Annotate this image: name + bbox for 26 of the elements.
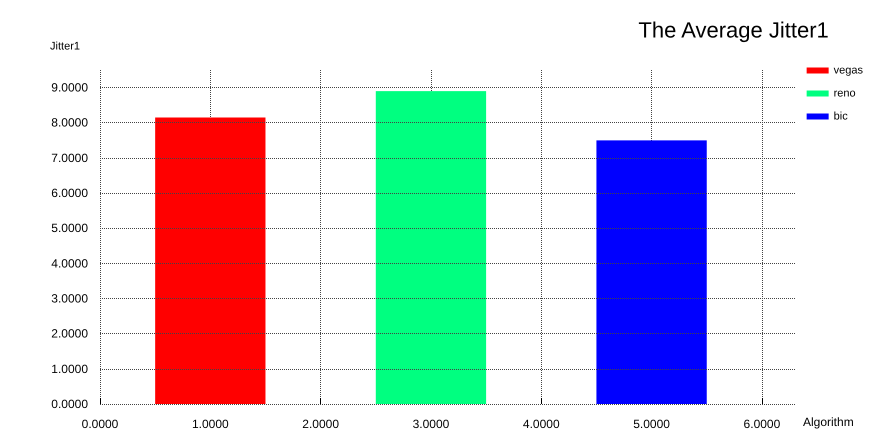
y-tick-label: 0.0000 — [51, 397, 88, 411]
x-tick-label: 1.0000 — [192, 417, 229, 431]
y-tick-label: 2.0000 — [51, 326, 88, 341]
y-tick-label: 4.0000 — [51, 256, 88, 270]
chart-title: The Average Jitter1 — [638, 18, 829, 42]
x-axis-title: Algorithm — [803, 415, 854, 429]
legend-label: reno — [834, 88, 856, 100]
legend-label: bic — [834, 110, 848, 122]
x-tick-label: 6.0000 — [744, 417, 781, 431]
x-tick-label: 3.0000 — [412, 417, 450, 431]
y-tick-label: 9.0000 — [51, 80, 88, 95]
x-tick-label: 5.0000 — [633, 417, 670, 431]
y-axis-title: Jitter1 — [50, 40, 80, 52]
y-tick-label: 8.0000 — [51, 116, 88, 130]
y-tick-label: 1.0000 — [51, 362, 88, 376]
x-tick-label: 2.0000 — [302, 417, 340, 431]
y-tick-label: 6.0000 — [51, 186, 88, 200]
bar — [596, 140, 707, 404]
y-tick-label: 5.0000 — [51, 221, 88, 236]
legend-label: vegas — [834, 64, 864, 76]
bar — [155, 117, 266, 404]
x-tick-label: 0.0000 — [82, 417, 119, 431]
bar — [376, 91, 486, 404]
y-tick-label: 7.0000 — [51, 150, 88, 165]
x-tick-label: 4.0000 — [522, 417, 560, 431]
y-tick-label: 3.0000 — [51, 292, 88, 306]
